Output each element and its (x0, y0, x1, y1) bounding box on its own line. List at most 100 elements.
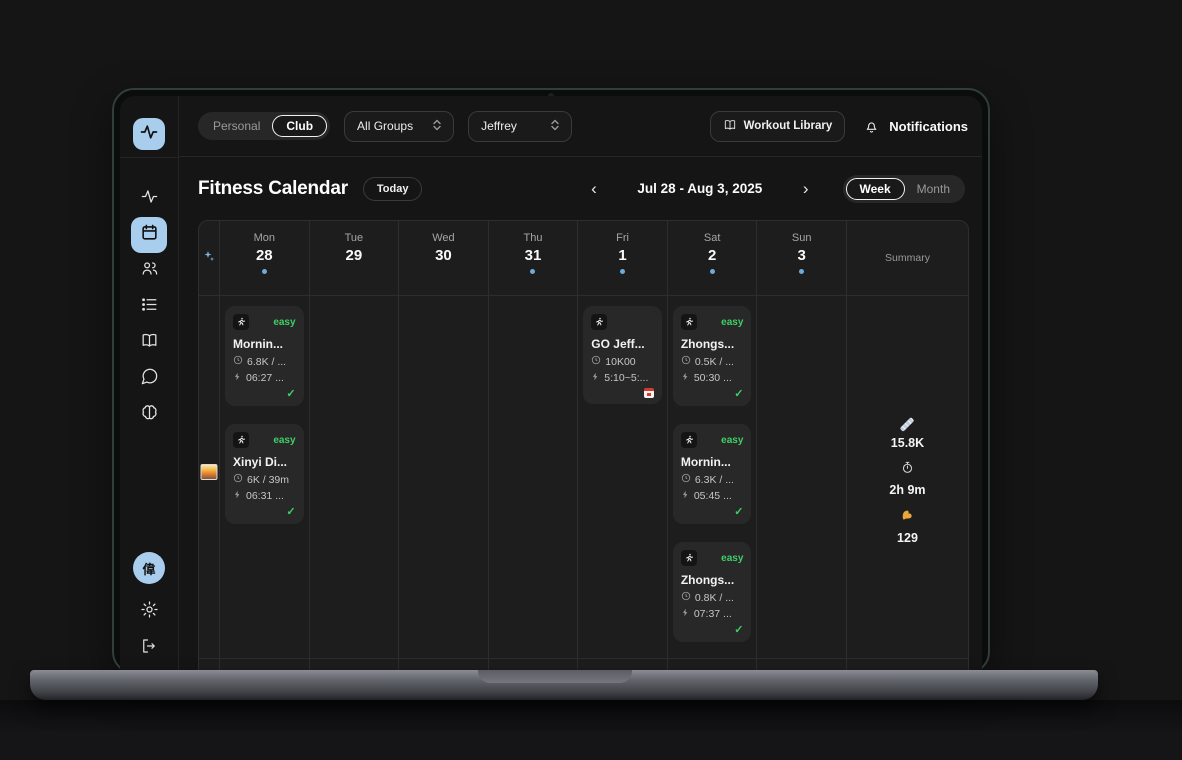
sunrise-photo-thumbnail[interactable] (201, 464, 218, 480)
event-title: Mornin... (233, 337, 296, 351)
day-cell-thu[interactable] (489, 296, 579, 658)
sidebar-item-activity[interactable] (131, 181, 167, 217)
gutter-header (199, 221, 220, 295)
view-week[interactable]: Week (846, 178, 905, 200)
groups-select[interactable]: All Groups (344, 111, 454, 142)
day-cell-fri[interactable]: GO Jeff... 10K00 5:10~5:... (578, 296, 668, 658)
list-icon (140, 295, 159, 319)
ruler-icon (898, 416, 916, 432)
runner-icon (591, 314, 607, 330)
scope-club[interactable]: Club (272, 115, 327, 137)
app-window: 偉 Personal Club All Groups Jeffrey (120, 96, 982, 672)
event-title: GO Jeff... (591, 337, 654, 351)
runner-icon (233, 314, 249, 330)
summary-distance-value: 15.8K (891, 436, 924, 450)
event-pace: 06:31 ... (246, 490, 284, 502)
summary-load: 129 (897, 508, 918, 545)
intensity-tag: easy (273, 317, 295, 328)
gear-icon (140, 600, 159, 624)
workout-library-button[interactable]: Workout Library (710, 111, 846, 142)
activity-dot (620, 269, 625, 274)
avatar-initial: 偉 (142, 559, 155, 578)
event-card[interactable]: easy Xinyi Di... 6K / 39m 06:31 ... ✓ (225, 424, 304, 524)
sidebar-item-ai[interactable] (131, 397, 167, 433)
sidebar-item-logout[interactable] (131, 630, 167, 666)
scope-toggle: Personal Club (198, 112, 330, 140)
sidebar-bottom: 偉 (131, 552, 167, 672)
next-week-button[interactable]: › (795, 180, 817, 197)
scheduled-calendar-icon (644, 388, 654, 398)
sidebar-item-chat[interactable] (131, 361, 167, 397)
coach-select[interactable]: Jeffrey (468, 111, 572, 142)
summary-header: Summary (847, 221, 968, 295)
chat-icon (140, 367, 159, 391)
notifications-label[interactable]: Notifications (889, 119, 968, 134)
day-cell-tue[interactable] (310, 296, 400, 658)
day-header-sun[interactable]: Sun 3 (757, 221, 847, 295)
event-distance: 6.8K / ... (247, 356, 286, 368)
summary-distance: 15.8K (891, 416, 924, 450)
summary-load-value: 129 (897, 531, 918, 545)
laptop-lid-notch (478, 670, 632, 683)
summary-cell: 15.8K 2h 9m 129 (847, 296, 968, 658)
sidebar-item-library[interactable] (131, 325, 167, 361)
clock-icon (233, 473, 243, 486)
runner-icon (233, 432, 249, 448)
sparkle-icon[interactable] (203, 249, 215, 267)
event-card[interactable]: easy Zhongs... 0.5K / ... 50:30 ... ✓ (673, 306, 752, 406)
event-card[interactable]: GO Jeff... 10K00 5:10~5:... (583, 306, 662, 404)
day-header-wed[interactable]: Wed 30 (399, 221, 489, 295)
updown-chevron-icon (551, 119, 559, 134)
event-card[interactable]: easy Mornin... 6.8K / ... 06:27 ... ✓ (225, 306, 304, 406)
day-header-fri[interactable]: Fri 1 (578, 221, 668, 295)
day-header-sat[interactable]: Sat 2 (668, 221, 758, 295)
event-pace: 05:45 ... (694, 490, 732, 502)
summary-duration-value: 2h 9m (889, 483, 925, 497)
activity-dot (710, 269, 715, 274)
event-title: Xinyi Di... (233, 455, 296, 469)
event-distance: 10K00 (605, 356, 635, 368)
day-cell-wed[interactable] (399, 296, 489, 658)
pace-bolt-icon (591, 372, 600, 384)
day-header-thu[interactable]: Thu 31 (489, 221, 579, 295)
brain-icon (140, 403, 159, 427)
sidebar-item-settings[interactable] (131, 594, 167, 630)
view-month[interactable]: Month (905, 178, 962, 200)
desk-surface (0, 700, 1182, 760)
bell-icon[interactable] (863, 118, 880, 135)
day-header-tue[interactable]: Tue 29 (310, 221, 400, 295)
completed-check-icon: ✓ (233, 505, 296, 518)
event-card[interactable]: easy Mornin... 6.3K / ... 05:45 ... ✓ (673, 424, 752, 524)
groups-select-value: All Groups (357, 119, 413, 133)
day-cell-sun[interactable] (757, 296, 847, 658)
completed-check-icon: ✓ (681, 623, 744, 636)
pace-bolt-icon (233, 372, 242, 384)
clock-icon (591, 355, 601, 368)
sidebar-item-athletes[interactable] (131, 253, 167, 289)
event-pace: 07:37 ... (694, 608, 732, 620)
pace-bolt-icon (233, 490, 242, 502)
event-card[interactable]: easy Zhongs... 0.8K / ... 07:37 ... ✓ (673, 542, 752, 642)
logout-icon (140, 637, 158, 660)
event-distance: 0.5K / ... (695, 356, 734, 368)
app-logo[interactable] (133, 118, 165, 150)
sidebar-item-plans[interactable] (131, 289, 167, 325)
day-cell-sat[interactable]: easy Zhongs... 0.5K / ... 50:30 ... ✓ ea… (668, 296, 758, 658)
today-button[interactable]: Today (363, 177, 423, 201)
user-avatar[interactable]: 偉 (133, 552, 165, 584)
pace-bolt-icon (681, 372, 690, 384)
clock-icon (681, 355, 691, 368)
day-header-mon[interactable]: Mon 28 (220, 221, 310, 295)
scope-personal[interactable]: Personal (201, 115, 272, 137)
view-toggle: Week Month (843, 175, 966, 203)
calendar-header-row: Mon 28 Tue 29 Wed 30 Thu 31 (199, 221, 968, 296)
day-cell-mon[interactable]: easy Mornin... 6.8K / ... 06:27 ... ✓ ea… (220, 296, 310, 658)
page-title: Fitness Calendar (198, 178, 348, 200)
event-title: Zhongs... (681, 337, 744, 351)
prev-week-button[interactable]: ‹ (583, 180, 605, 197)
book-icon (723, 118, 737, 135)
users-icon (140, 259, 159, 283)
pace-bolt-icon (681, 490, 690, 502)
clock-icon (681, 473, 691, 486)
sidebar-item-calendar[interactable] (131, 217, 167, 253)
